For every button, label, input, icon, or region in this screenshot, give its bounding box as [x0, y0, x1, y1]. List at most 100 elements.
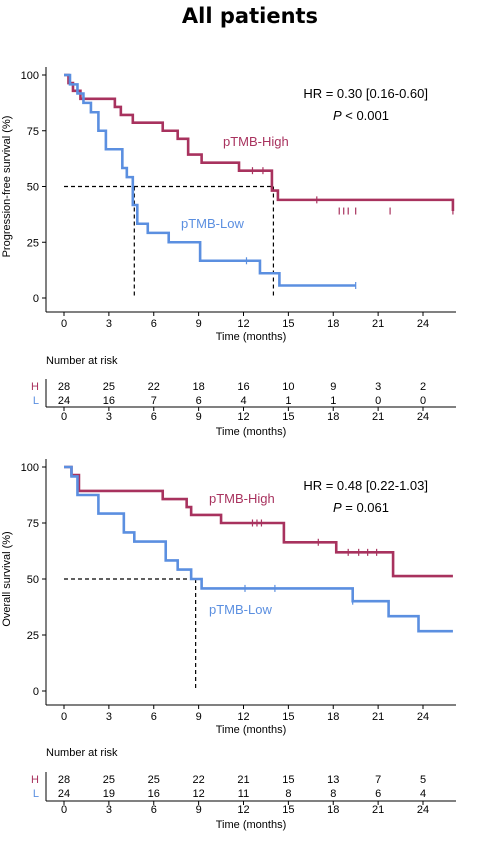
risk-count: 8 — [285, 788, 291, 800]
risk-table-tick-label: 12 — [237, 411, 249, 423]
risk-count: 9 — [330, 381, 336, 393]
risk-count: 0 — [375, 395, 381, 407]
p-value-text: P = 0.061 — [333, 500, 389, 515]
x-tick-label: 9 — [196, 711, 202, 723]
y-axis-label: Overall survival (%) — [1, 531, 13, 626]
risk-count: 24 — [58, 788, 70, 800]
risk-count: 7 — [151, 395, 157, 407]
risk-count: 15 — [282, 774, 294, 786]
risk-table-tick-label: 18 — [327, 804, 339, 816]
risk-table-group-label: L — [33, 395, 39, 407]
x-tick-label: 21 — [372, 318, 384, 330]
risk-table-tick-label: 9 — [196, 411, 202, 423]
hazard-ratio-text: HR = 0.48 [0.22-1.03] — [303, 478, 428, 493]
risk-table-tick-label: 0 — [61, 411, 67, 423]
risk-table-tick-label: 6 — [151, 411, 157, 423]
page-title: All patients — [181, 4, 319, 28]
x-tick-label: 3 — [106, 711, 112, 723]
risk-table-tick-label: 18 — [327, 411, 339, 423]
risk-count: 11 — [238, 788, 249, 800]
risk-table-group-label: H — [31, 381, 39, 393]
risk-count: 21 — [237, 774, 249, 786]
x-tick-label: 0 — [61, 318, 67, 330]
x-tick-label: 21 — [372, 711, 384, 723]
x-tick-label: 12 — [237, 711, 249, 723]
risk-count: 7 — [375, 774, 381, 786]
risk-count: 16 — [148, 788, 160, 800]
y-tick-label: 75 — [27, 126, 39, 138]
y-axis-label: Progression-free survival (%) — [1, 116, 13, 258]
risk-table-title: Number at risk — [46, 747, 118, 759]
series-label-high: pTMB-High — [223, 134, 289, 149]
series-label-low: pTMB-Low — [209, 602, 272, 617]
x-tick-label: 3 — [106, 318, 112, 330]
risk-table-tick-label: 3 — [106, 411, 112, 423]
risk-count: 6 — [196, 395, 202, 407]
risk-count: 25 — [103, 774, 115, 786]
x-tick-label: 9 — [196, 318, 202, 330]
risk-count: 3 — [375, 381, 381, 393]
risk-count: 16 — [103, 395, 115, 407]
risk-table-group-label: H — [31, 774, 39, 786]
x-axis-label: Time (months) — [216, 724, 287, 736]
x-tick-label: 18 — [327, 711, 339, 723]
risk-table-tick-label: 15 — [282, 804, 294, 816]
risk-count: 6 — [375, 788, 381, 800]
y-tick-label: 100 — [21, 70, 39, 82]
risk-count: 12 — [193, 788, 205, 800]
risk-table-tick-label: 3 — [106, 804, 112, 816]
risk-count: 4 — [420, 788, 426, 800]
risk-count: 28 — [58, 381, 70, 393]
risk-table-tick-label: 21 — [372, 804, 384, 816]
risk-table-tick-label: 24 — [417, 804, 429, 816]
x-tick-label: 6 — [151, 711, 157, 723]
risk-count: 22 — [193, 774, 205, 786]
x-tick-label: 15 — [282, 318, 294, 330]
risk-count: 1 — [330, 395, 336, 407]
risk-table-x-label: Time (months) — [216, 426, 287, 438]
risk-count: 25 — [148, 774, 160, 786]
risk-table-tick-label: 9 — [196, 804, 202, 816]
km-curve-low — [64, 73, 356, 287]
x-tick-label: 12 — [237, 318, 249, 330]
risk-count: 25 — [103, 381, 115, 393]
risk-table-tick-label: 15 — [282, 411, 294, 423]
risk-count: 28 — [58, 774, 70, 786]
risk-table-x-label: Time (months) — [216, 819, 287, 831]
risk-count: 2 — [420, 381, 426, 393]
y-tick-label: 25 — [27, 237, 39, 249]
risk-table-tick-label: 24 — [417, 411, 429, 423]
risk-table-tick-label: 0 — [61, 804, 67, 816]
risk-count: 22 — [148, 381, 160, 393]
y-tick-label: 0 — [33, 293, 39, 305]
x-axis-label: Time (months) — [216, 331, 287, 343]
km-curve-low — [64, 465, 453, 633]
x-tick-label: 6 — [151, 318, 157, 330]
risk-count: 0 — [420, 395, 426, 407]
x-tick-label: 18 — [327, 318, 339, 330]
series-label-high: pTMB-High — [209, 491, 275, 506]
risk-count: 1 — [285, 395, 291, 407]
risk-table-group-label: L — [33, 788, 39, 800]
km-curve-high — [64, 465, 453, 578]
risk-count: 19 — [103, 788, 115, 800]
y-tick-label: 25 — [27, 630, 39, 642]
x-tick-label: 0 — [61, 711, 67, 723]
y-tick-label: 50 — [27, 182, 39, 194]
series-label-low: pTMB-Low — [181, 216, 244, 231]
y-tick-label: 100 — [21, 462, 39, 474]
risk-table-tick-label: 12 — [237, 804, 249, 816]
risk-table-tick-label: 21 — [372, 411, 384, 423]
x-tick-label: 15 — [282, 711, 294, 723]
risk-table-tick-label: 6 — [151, 804, 157, 816]
y-tick-label: 0 — [33, 686, 39, 698]
y-tick-label: 75 — [27, 518, 39, 530]
risk-count: 13 — [327, 774, 339, 786]
risk-count: 10 — [282, 381, 294, 393]
x-tick-label: 24 — [417, 318, 429, 330]
risk-count: 4 — [240, 395, 246, 407]
x-tick-label: 24 — [417, 711, 429, 723]
risk-count: 24 — [58, 395, 70, 407]
risk-count: 16 — [237, 381, 249, 393]
